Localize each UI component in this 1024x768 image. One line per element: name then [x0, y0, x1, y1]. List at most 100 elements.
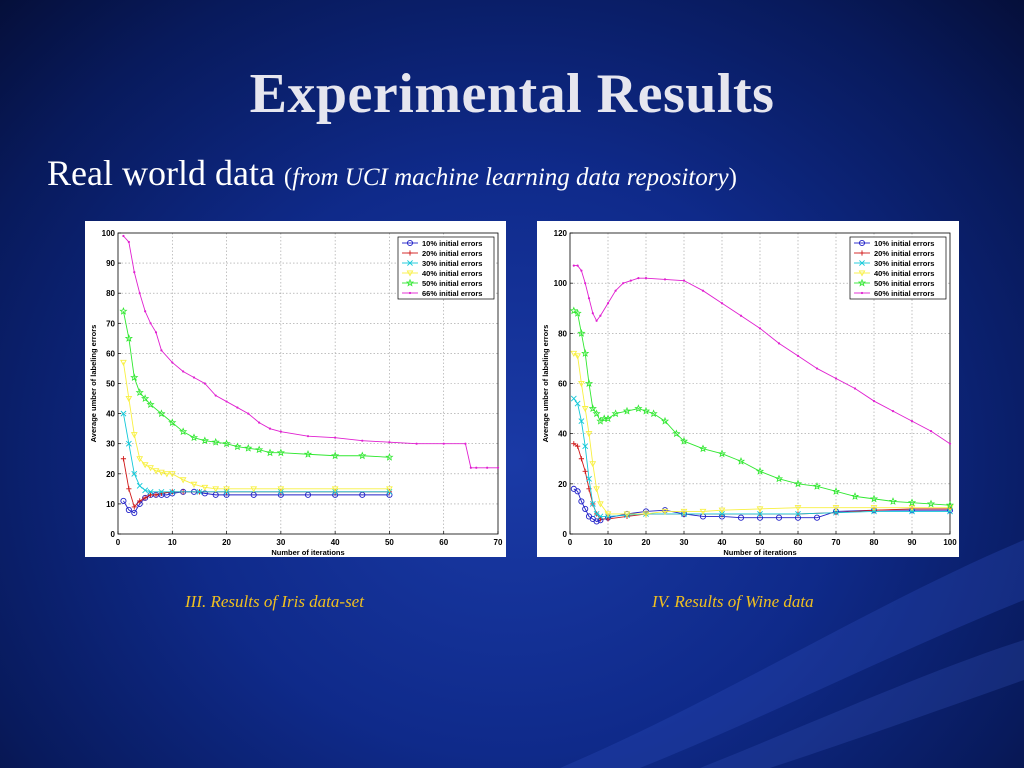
- iris-series-6-point: [127, 240, 130, 244]
- iris-y-tick-label: 50: [106, 380, 115, 389]
- wine-series-1: [570, 485, 954, 525]
- wine-legend-marker: [859, 250, 865, 256]
- iris-legend-entry: 20% initial errors: [422, 249, 482, 258]
- iris-series-6-point: [415, 442, 418, 445]
- wine-series-3-point: [582, 443, 589, 450]
- wine-series-5-point: [831, 487, 841, 495]
- wine-series-5-point: [907, 498, 917, 507]
- iris-series-1-point: [131, 509, 138, 516]
- wine-legend-entry: 30% initial errors: [874, 259, 934, 268]
- iris-series-4-point: [120, 359, 127, 366]
- wine-series-5-point: [850, 492, 860, 500]
- iris-series-4-line: [122, 362, 390, 490]
- wine-legend-marker: [860, 291, 864, 295]
- wine-series-3-point: [719, 511, 725, 517]
- wine-series-3-point: [597, 513, 604, 520]
- iris-series-4-point: [152, 468, 160, 475]
- wine-series-4-point: [642, 511, 650, 518]
- iris-series-2-point: [142, 495, 148, 501]
- iris-y-tick-label: 0: [111, 530, 116, 539]
- wine-series-5-point: [774, 474, 784, 483]
- subtitle-close-paren: ): [728, 164, 737, 191]
- wine-x-tick-label: 100: [943, 538, 957, 547]
- iris-series-5-point: [358, 451, 367, 460]
- wine-series-5: [569, 306, 955, 509]
- iris-series-6-point: [268, 427, 272, 430]
- iris-x-tick-label: 10: [168, 538, 177, 547]
- iris-series-5-point: [179, 427, 188, 436]
- wine-series-1-point: [813, 514, 821, 521]
- wine-series-6-point: [739, 314, 743, 317]
- iris-x-axis-label: Number of iterations: [271, 548, 344, 557]
- iris-legend-marker: [407, 250, 413, 256]
- iris-series-6-point: [133, 271, 136, 274]
- wine-series-1-point: [582, 505, 589, 512]
- wine-series-6-point: [576, 264, 579, 267]
- iris-legend-entry: 10% initial errors: [422, 239, 482, 248]
- wine-series-2: [571, 441, 953, 522]
- wine-series-4: [570, 350, 954, 518]
- iris-series-4-point: [147, 465, 154, 472]
- iris-series-5-point: [146, 400, 155, 409]
- wine-y-tick-label: 80: [558, 329, 567, 338]
- iris-series-2-point: [126, 486, 132, 492]
- wine-series-4-point: [604, 511, 612, 518]
- wine-series-5-point: [584, 379, 594, 387]
- iris-legend-entry: 30% initial errors: [422, 259, 482, 268]
- iris-series-2: [120, 456, 393, 510]
- wine-series-5-point: [581, 349, 590, 357]
- iris-y-tick-label: 70: [106, 319, 115, 328]
- iris-legend-marker: [408, 291, 412, 295]
- iris-series-4-point: [190, 481, 198, 488]
- iris-series-6-point: [138, 292, 141, 295]
- wine-series-4-point: [756, 506, 764, 513]
- wine-series-4-point: [699, 508, 707, 515]
- iris-series-4-point: [163, 471, 171, 478]
- iris-series-5-point: [276, 448, 285, 457]
- wine-x-tick-label: 40: [718, 538, 727, 547]
- iris-series-6-point: [361, 439, 364, 442]
- iris-series-3-point: [120, 410, 127, 417]
- wine-x-tick-label: 0: [568, 538, 573, 547]
- iris-legend-marker: [406, 270, 414, 277]
- iris-series-4-point: [130, 432, 138, 439]
- iris-series-2-point: [147, 492, 154, 498]
- iris-series-3-point: [196, 488, 203, 495]
- subtitle-source: from UCI machine learning data repositor…: [292, 164, 729, 191]
- iris-legend-marker: [406, 239, 414, 247]
- iris-series-2-point: [120, 456, 127, 462]
- iris-series-6-line: [123, 235, 498, 469]
- wine-series-2-point: [575, 443, 581, 449]
- wine-chart-panel: 0 10 20 30 40 50 60 70 80 90 100 0 20 40 60 80 100 120 Num…: [537, 221, 959, 557]
- wine-series-4-point: [718, 507, 726, 514]
- iris-series-6-point: [247, 412, 250, 415]
- wine-series-4-point: [794, 505, 802, 512]
- wine-series-1-point: [574, 488, 581, 495]
- iris-y-axis-label: Average umber of labeling errors: [89, 325, 98, 443]
- iris-series-6-point: [306, 435, 310, 438]
- slide-subtitle: Real world data (from UCI machine learni…: [47, 152, 737, 194]
- wine-series-1-point: [737, 514, 745, 521]
- wine-series-4-point: [661, 508, 669, 515]
- wine-legend-box: [849, 236, 947, 300]
- iris-line-chart: 0 10 20 30 40 50 60 70 0 10 20 30 40 50 60 70 80 90 100 Num…: [89, 229, 503, 557]
- iris-series-5-point: [200, 436, 209, 445]
- wine-series-5-point: [717, 449, 727, 458]
- iris-series-5-point: [189, 433, 199, 442]
- iris-series-6-point: [149, 322, 152, 325]
- iris-series-5-point: [303, 449, 313, 458]
- wine-x-tick-label: 30: [680, 538, 689, 547]
- wine-series-5-point: [945, 500, 955, 509]
- wine-series-3-point: [589, 500, 596, 507]
- wine-series-2-point: [578, 456, 584, 462]
- iris-legend-marker: [405, 278, 415, 287]
- wine-series-3-point: [578, 418, 585, 425]
- iris-series-6-point: [258, 421, 261, 424]
- wine-series-5-point: [793, 479, 803, 488]
- wine-y-tick-label: 0: [563, 530, 568, 539]
- wine-series-3-point: [795, 511, 801, 517]
- iris-series-3-point: [125, 440, 132, 447]
- iris-y-tick-label: 90: [106, 259, 115, 268]
- iris-legend-entry: 50% initial errors: [422, 279, 482, 288]
- iris-series-5-point: [331, 451, 340, 460]
